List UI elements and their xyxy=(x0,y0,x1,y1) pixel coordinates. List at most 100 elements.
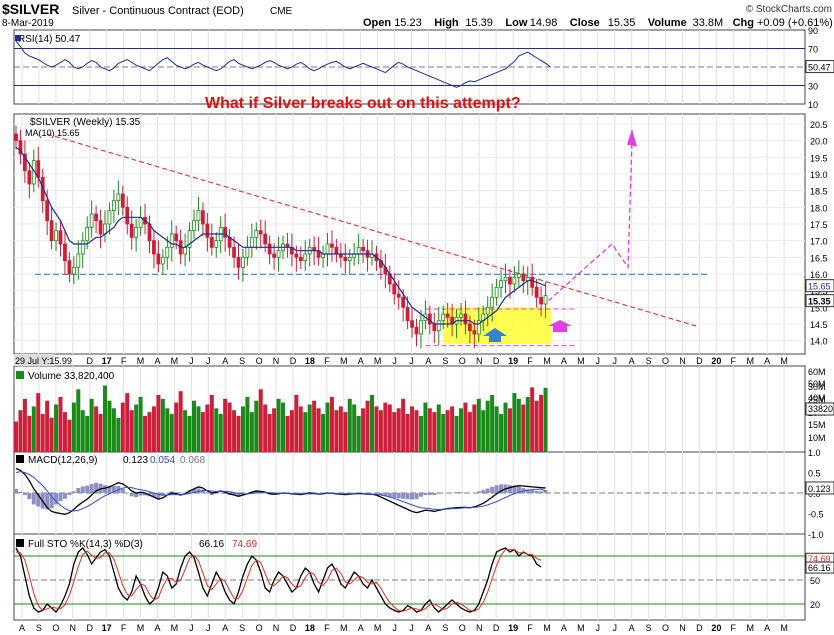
volume-bar xyxy=(232,410,237,452)
candle-body xyxy=(472,330,477,335)
candle-body xyxy=(214,240,219,248)
candle-body xyxy=(236,256,241,268)
price-x-tick-label: D xyxy=(696,356,703,366)
price-x-tick-label: O xyxy=(459,356,466,366)
candle-body xyxy=(63,243,67,262)
price-x-tick-label: F xyxy=(731,356,737,366)
volume-bar xyxy=(365,400,370,452)
price-x-tick-label: 18 xyxy=(305,356,315,366)
price-legend: $SILVER (Weekly) 15.35 xyxy=(30,117,141,128)
candle-body xyxy=(427,313,432,325)
candle-body xyxy=(490,296,495,308)
price-tick-label: 19.0 xyxy=(810,170,828,180)
candle-body xyxy=(534,286,539,298)
price-x-tick-label: J xyxy=(392,356,397,366)
candle-body xyxy=(254,230,259,238)
bottom-x-tick-label: J xyxy=(189,623,194,633)
macd-hist-bar xyxy=(31,493,36,505)
volume-bar xyxy=(356,415,361,452)
price-x-tick-label: A xyxy=(561,356,567,366)
macd-hist-bar xyxy=(49,493,54,509)
bottom-x-tick-label: S xyxy=(36,623,42,633)
sto-d-last-label: 74.69 xyxy=(808,554,831,564)
ohlc-readout: Open 15.23 High 15.39 Low 14.98 Close 15.35 Volu… xyxy=(363,17,833,29)
price-x-tick-label: J xyxy=(596,356,601,366)
volume-bar xyxy=(151,406,156,452)
volume-bar xyxy=(36,393,41,452)
volume-bar xyxy=(103,385,107,452)
price-x-tick-label: M xyxy=(577,356,585,366)
volume-bar xyxy=(267,414,272,452)
candle-body xyxy=(196,210,201,222)
volume-bar xyxy=(14,421,18,452)
price-tick-label: 15.0 xyxy=(810,303,828,313)
candle-body xyxy=(343,256,348,262)
candle-body xyxy=(134,226,139,238)
candle-body xyxy=(410,320,414,328)
volume-bar xyxy=(223,398,228,452)
price-x-tick-label: J xyxy=(409,356,414,366)
volume-bar xyxy=(543,387,548,452)
price-tick-label: 20.0 xyxy=(810,137,828,147)
candle-body xyxy=(169,233,174,248)
volume-bar xyxy=(107,400,112,452)
bottom-x-tick-label: 17 xyxy=(102,623,112,633)
price-x-tick-label: A xyxy=(764,356,770,366)
candle-body xyxy=(263,233,268,245)
candle-body xyxy=(94,213,98,222)
ma-legend: MA(10) 15.65 xyxy=(25,128,80,138)
macd-hist-bar xyxy=(387,493,392,498)
macd-hist-bar xyxy=(14,488,18,493)
price-last-label: 15.35 xyxy=(808,297,831,307)
price-x-tick-label: N xyxy=(679,356,686,366)
volume-bar xyxy=(539,395,544,452)
macd-hist-bar xyxy=(214,493,219,494)
volume-bar xyxy=(174,402,179,452)
candle-body xyxy=(401,296,406,308)
bottom-x-tick-label: J xyxy=(392,623,397,633)
volume-bar xyxy=(22,398,27,452)
bottom-x-tick-label: J xyxy=(596,623,601,633)
volume-bar xyxy=(134,404,139,452)
volume-bar xyxy=(62,412,67,452)
volume-bar xyxy=(298,406,303,452)
price-x-tick-label: J xyxy=(206,356,211,366)
candle-body xyxy=(71,266,76,275)
volume-bar xyxy=(245,396,250,452)
macd-hist-bar xyxy=(476,491,481,493)
projection-arrowhead xyxy=(627,129,637,147)
volume-bar xyxy=(205,404,210,452)
ohlc-label: Close xyxy=(570,17,600,29)
macd-hist-bar xyxy=(27,493,32,500)
candle-body xyxy=(392,283,397,295)
volume-bar xyxy=(76,389,81,452)
macd-hist-bar xyxy=(151,493,156,498)
bottom-x-tick-label: 20 xyxy=(711,623,721,633)
candle-body xyxy=(205,223,210,238)
volume-bar xyxy=(227,402,232,452)
macd-hist-bar xyxy=(232,493,237,496)
price-x-tick-label: O xyxy=(662,356,669,366)
volume-bar xyxy=(49,417,54,452)
volume-bar xyxy=(476,398,481,452)
volume-bar xyxy=(303,412,308,452)
volume-bar xyxy=(111,408,116,452)
price-x-tick-label: M xyxy=(543,356,551,366)
volume-bar xyxy=(263,404,268,452)
volume-bar xyxy=(254,400,259,452)
candle-body xyxy=(396,293,401,298)
volume-bar xyxy=(294,395,299,452)
price-x-tick-label: F xyxy=(527,356,533,366)
price-x-tick-label: M xyxy=(137,356,145,366)
price-last-box xyxy=(805,294,834,308)
ohlc-label: Low xyxy=(505,17,527,29)
macd-signal-value: 0.054 xyxy=(150,455,175,466)
bottom-x-tick-label: N xyxy=(476,623,483,633)
candle-body xyxy=(232,246,236,258)
macd-hist-bar xyxy=(534,490,539,493)
bottom-x-tick-label: O xyxy=(52,623,59,633)
volume-bar xyxy=(94,406,99,452)
macd-hist-bar xyxy=(160,493,165,496)
macd-hist-bar xyxy=(525,489,530,493)
